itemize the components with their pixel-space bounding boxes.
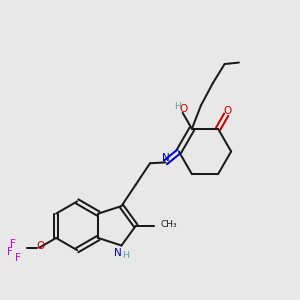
Text: H: H (174, 102, 182, 111)
Text: F: F (7, 247, 13, 256)
Text: N: N (162, 153, 169, 163)
Text: O: O (36, 241, 44, 251)
Text: F: F (15, 253, 21, 263)
Text: O: O (179, 104, 188, 114)
Text: N: N (114, 248, 122, 258)
Text: O: O (223, 106, 231, 116)
Text: F: F (10, 239, 16, 249)
Text: H: H (122, 250, 129, 260)
Text: CH₃: CH₃ (161, 220, 177, 230)
